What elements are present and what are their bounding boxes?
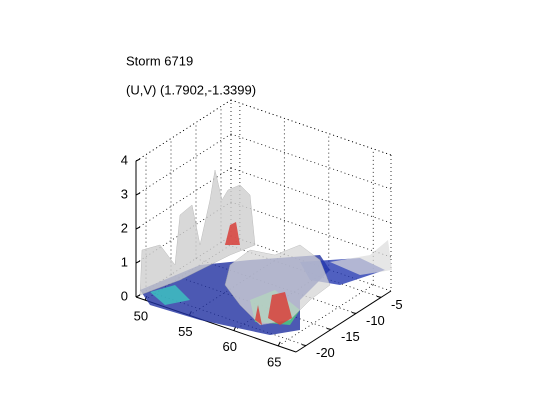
- y-tick: [326, 328, 332, 331]
- isosurface: [224, 244, 331, 326]
- grid-line: [230, 167, 392, 224]
- core: [268, 292, 292, 325]
- z-tick: [135, 226, 141, 230]
- y-axis: [295, 290, 392, 353]
- x-tick-label: 60: [223, 339, 237, 354]
- grid-line: [135, 133, 232, 196]
- grid-line: [278, 284, 374, 347]
- z-tick-label: 0: [121, 288, 128, 303]
- y-tick-label: -5: [391, 297, 403, 312]
- isosurface: [330, 240, 392, 275]
- y-tick-label: -15: [341, 329, 360, 344]
- core: [255, 305, 262, 325]
- z-tick-label: 2: [121, 220, 128, 235]
- chart-title: Storm 6719: [126, 53, 193, 68]
- z-tick: [135, 192, 141, 196]
- y-tick-label: -20: [316, 345, 335, 360]
- z-tick: [135, 158, 141, 162]
- y-tick: [301, 344, 307, 347]
- z-tick-label: 4: [121, 152, 128, 167]
- z-tick-label: 1: [121, 254, 128, 269]
- chart-subtitle: (U,V) (1.7902,-1.3399): [126, 82, 256, 97]
- core: [225, 222, 240, 245]
- z-tick-label: 3: [121, 186, 128, 201]
- y-tick-label: -10: [366, 313, 385, 328]
- floor-slice: [150, 285, 190, 305]
- x-tick: [277, 341, 281, 347]
- z-tick: [135, 294, 141, 298]
- plot-area: [139, 169, 392, 335]
- grid-line: [135, 167, 232, 230]
- x-tick-label: 55: [178, 324, 192, 339]
- isosurface: [139, 169, 256, 296]
- y-tick: [376, 295, 382, 298]
- x-tick-label: 50: [134, 308, 148, 323]
- grid-line: [230, 201, 392, 258]
- x-tick-label: 65: [267, 354, 281, 369]
- y-tick: [351, 311, 357, 314]
- grid-line: [135, 99, 232, 162]
- z-tick: [135, 260, 141, 264]
- grid-line: [230, 133, 392, 190]
- grid-line: [230, 99, 392, 156]
